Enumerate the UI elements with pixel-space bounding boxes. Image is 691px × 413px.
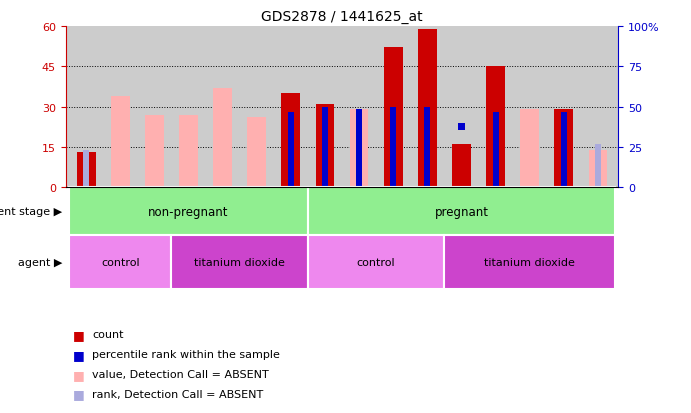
Bar <box>69 235 171 289</box>
Bar <box>145 115 164 188</box>
Bar <box>111 97 130 188</box>
Text: titanium dioxide: titanium dioxide <box>484 257 575 267</box>
Text: percentile rank within the sample: percentile rank within the sample <box>92 349 280 359</box>
Bar <box>384 48 403 188</box>
Bar <box>595 145 601 188</box>
Text: control: control <box>357 257 395 267</box>
Text: titanium dioxide: titanium dioxide <box>194 257 285 267</box>
Bar <box>444 235 615 289</box>
Bar <box>316 104 334 188</box>
Bar <box>424 107 430 188</box>
Bar <box>247 118 266 188</box>
Bar <box>77 153 95 188</box>
Text: ■: ■ <box>73 348 84 361</box>
Bar <box>356 110 362 188</box>
Bar <box>179 115 198 188</box>
Text: ■: ■ <box>73 328 84 341</box>
Bar <box>171 235 308 289</box>
Text: value, Detection Call = ABSENT: value, Detection Call = ABSENT <box>92 369 269 379</box>
Text: development stage ▶: development stage ▶ <box>0 206 62 217</box>
Bar <box>561 113 567 188</box>
Bar <box>308 235 444 289</box>
Bar <box>214 88 232 188</box>
Text: pregnant: pregnant <box>435 205 489 218</box>
Bar <box>77 153 95 188</box>
Text: non-pregnant: non-pregnant <box>149 205 229 218</box>
Bar <box>493 113 499 188</box>
Text: count: count <box>92 330 124 339</box>
Text: control: control <box>101 257 140 267</box>
Bar <box>308 188 615 235</box>
Bar <box>83 150 89 188</box>
Bar <box>452 145 471 188</box>
Title: GDS2878 / 1441625_at: GDS2878 / 1441625_at <box>261 10 423 24</box>
Bar <box>418 29 437 188</box>
Bar <box>458 123 464 130</box>
Bar <box>486 67 505 188</box>
Text: ■: ■ <box>73 387 84 401</box>
Text: ■: ■ <box>73 368 84 381</box>
Bar <box>281 94 301 188</box>
Bar <box>554 110 574 188</box>
Text: rank, Detection Call = ABSENT: rank, Detection Call = ABSENT <box>92 389 263 399</box>
Bar <box>69 188 308 235</box>
Bar <box>287 113 294 188</box>
Bar <box>589 150 607 188</box>
Bar <box>390 107 397 188</box>
Bar <box>322 107 328 188</box>
Bar <box>350 110 368 188</box>
Bar <box>520 110 539 188</box>
Text: agent ▶: agent ▶ <box>18 257 62 267</box>
